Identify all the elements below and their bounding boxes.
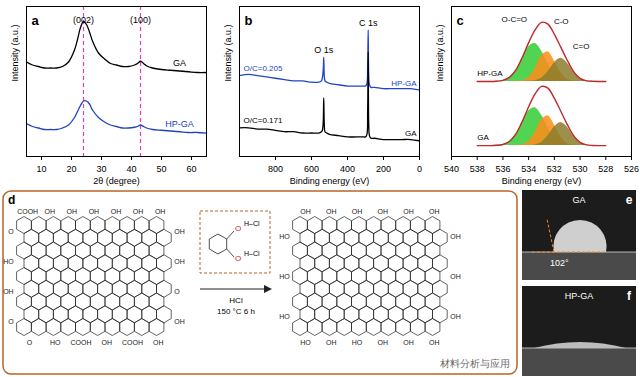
svg-text:OH: OH (403, 339, 414, 346)
svg-text:O-C=O: O-C=O (502, 15, 528, 24)
svg-text:HO: HO (3, 258, 14, 265)
svg-text:540: 540 (444, 164, 459, 174)
svg-text:OH: OH (429, 208, 440, 215)
svg-text:OH: OH (89, 208, 100, 215)
svg-text:HO: HO (279, 313, 290, 320)
svg-text:HO: HO (352, 339, 363, 346)
svg-text:(100): (100) (130, 15, 151, 25)
svg-text:102°: 102° (550, 258, 569, 268)
svg-text:OH: OH (102, 339, 113, 346)
svg-text:OH: OH (378, 339, 389, 346)
svg-text:GA: GA (572, 195, 585, 205)
svg-text:20: 20 (66, 164, 76, 174)
svg-text:OH: OH (3, 288, 14, 295)
svg-text:COOH: COOH (17, 208, 38, 215)
svg-text:Binding energy (eV): Binding energy (eV) (502, 176, 582, 186)
svg-text:d: d (8, 193, 15, 207)
svg-text:COOH: COOH (122, 339, 143, 346)
svg-text:OH: OH (174, 318, 185, 325)
svg-text:HO: HO (279, 233, 290, 240)
svg-text:c: c (457, 13, 464, 28)
svg-text:600: 600 (304, 164, 319, 174)
svg-text:OH: OH (153, 339, 164, 346)
svg-text:10: 10 (36, 164, 46, 174)
svg-text:H–Cl: H–Cl (244, 250, 260, 257)
svg-text:536: 536 (495, 164, 510, 174)
svg-text:O: O (174, 288, 180, 295)
svg-text:532: 532 (547, 164, 562, 174)
svg-text:HP-GA: HP-GA (565, 291, 594, 301)
svg-text:HO: HO (300, 339, 311, 346)
svg-text:OH: OH (450, 233, 461, 240)
svg-text:HP-GA: HP-GA (391, 79, 417, 88)
svg-text:a: a (32, 13, 40, 28)
svg-text:O 1s: O 1s (314, 45, 334, 55)
svg-text:OH: OH (403, 208, 414, 215)
svg-text:O: O (27, 339, 33, 346)
svg-text:Intensity (a.u.): Intensity (a.u.) (223, 24, 233, 81)
svg-text:COOH: COOH (71, 339, 92, 346)
svg-text:OH: OH (450, 273, 461, 280)
svg-text:OH: OH (45, 208, 56, 215)
svg-text:528: 528 (598, 164, 613, 174)
svg-text:Intensity (a.u.): Intensity (a.u.) (435, 24, 445, 81)
svg-text:b: b (245, 13, 253, 28)
svg-text:GA: GA (405, 129, 417, 138)
svg-text:C=O: C=O (573, 42, 590, 51)
svg-text:GA: GA (477, 133, 489, 142)
html-text:材料分析与应用: 材料分析与应用 (440, 358, 510, 369)
svg-text:O/C=0.205: O/C=0.205 (244, 64, 283, 73)
svg-text:150 °C 6 h: 150 °C 6 h (217, 307, 255, 316)
svg-text:C-O: C-O (554, 17, 569, 26)
svg-text:O: O (235, 254, 241, 263)
svg-text:60: 60 (186, 164, 196, 174)
svg-text:HP-GA: HP-GA (477, 69, 503, 78)
svg-text:OH: OH (174, 258, 185, 265)
svg-text:O: O (8, 228, 14, 235)
svg-text:OH: OH (174, 228, 185, 235)
svg-text:400: 400 (340, 164, 355, 174)
svg-text:OH: OH (429, 339, 440, 346)
svg-text:30: 30 (96, 164, 106, 174)
svg-text:HCl: HCl (229, 296, 243, 305)
svg-text:H–Cl: H–Cl (244, 220, 260, 227)
svg-text:50: 50 (156, 164, 166, 174)
svg-text:HO: HO (50, 339, 61, 346)
svg-text:HO: HO (279, 273, 290, 280)
svg-text:GA: GA (173, 58, 186, 68)
svg-text:(002): (002) (73, 15, 94, 25)
svg-text:OH: OH (326, 208, 337, 215)
svg-text:Intensity (a.u.): Intensity (a.u.) (10, 24, 20, 81)
svg-text:800: 800 (268, 164, 283, 174)
svg-text:538: 538 (470, 164, 485, 174)
svg-text:OH: OH (133, 208, 144, 215)
svg-text:OH: OH (300, 208, 311, 215)
svg-text:OH: OH (378, 208, 389, 215)
svg-text:Binding energy (eV): Binding energy (eV) (290, 176, 370, 186)
svg-text:O/C=0.171: O/C=0.171 (244, 116, 283, 125)
svg-text:200: 200 (376, 164, 391, 174)
svg-text:e: e (626, 193, 633, 207)
svg-text:OH: OH (352, 208, 363, 215)
svg-text:OH: OH (67, 208, 78, 215)
svg-text:40: 40 (126, 164, 136, 174)
svg-text:f: f (627, 289, 632, 303)
svg-text:0: 0 (417, 164, 422, 174)
svg-text:OH: OH (326, 339, 337, 346)
svg-text:C 1s: C 1s (359, 18, 378, 28)
svg-text:OH: OH (155, 208, 166, 215)
svg-text:534: 534 (521, 164, 536, 174)
svg-text:OH: OH (111, 208, 122, 215)
svg-text:O: O (8, 318, 14, 325)
svg-text:2θ (degree): 2θ (degree) (93, 176, 140, 186)
svg-text:O: O (235, 224, 241, 233)
svg-text:HP-GA: HP-GA (165, 119, 194, 129)
svg-text:526: 526 (624, 164, 639, 174)
svg-text:530: 530 (573, 164, 588, 174)
svg-text:OH: OH (450, 313, 461, 320)
